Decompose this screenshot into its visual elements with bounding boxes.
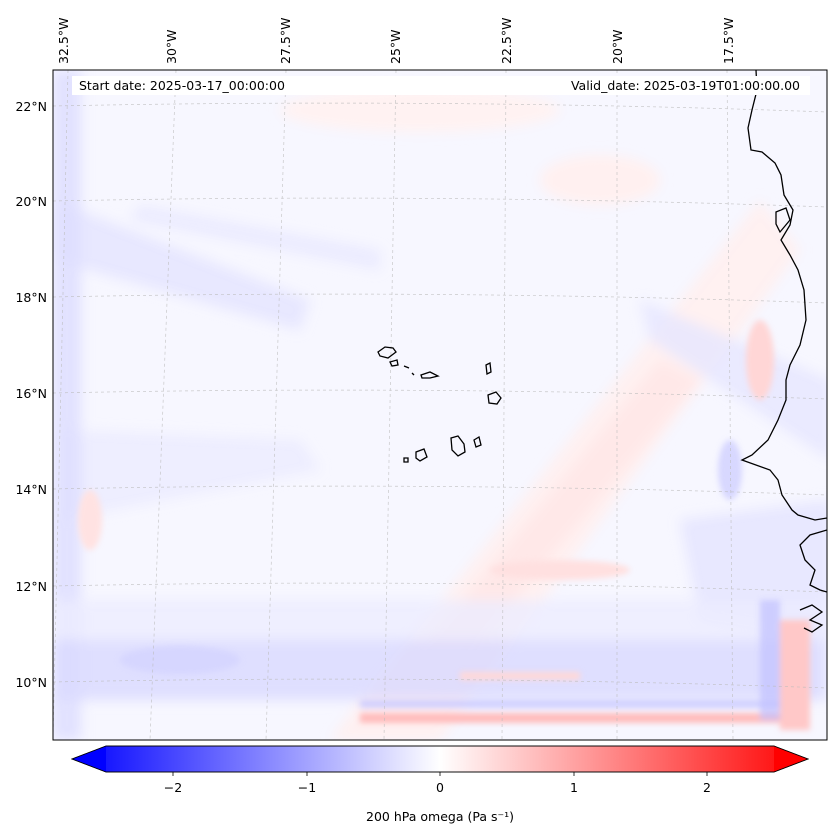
lat-label: 12°N (15, 579, 47, 594)
lat-label: 16°N (15, 386, 47, 401)
coast-segment-south (799, 529, 827, 593)
omega-field-detail (78, 320, 810, 730)
colorbar-bar (70, 745, 810, 773)
colorbar-tick-label: −2 (164, 780, 182, 795)
lon-label: 20°W (610, 29, 625, 64)
lat-label: 18°N (15, 290, 47, 305)
lon-label: 25°W (388, 29, 403, 64)
lon-label: 22.5°W (499, 18, 514, 64)
lat-label: 14°N (15, 482, 47, 497)
colorbar-max-extend (774, 746, 808, 772)
lon-label: 17.5°W (721, 18, 736, 64)
date-header-band (72, 76, 810, 95)
colorbar-tick-label: 0 (436, 780, 444, 795)
lat-label: 20°N (15, 194, 47, 209)
colorbar-tick-label: 1 (570, 780, 578, 795)
colorbar: −2 −1 0 1 2 200 hPa omega (Pa s⁻¹) (70, 745, 810, 824)
cape-verde-islands (377, 346, 502, 463)
colorbar-tick-label: −1 (298, 780, 316, 795)
lon-label: 32.5°W (56, 18, 71, 64)
map-area (53, 70, 827, 740)
africa-coastline (740, 70, 827, 521)
longitude-labels: 32.5°W 30°W 27.5°W 25°W 22.5°W 20°W 17.5… (56, 18, 736, 64)
lon-label: 30°W (164, 29, 179, 64)
colorbar-label: 200 hPa omega (Pa s⁻¹) (366, 809, 514, 824)
colorbar-min-extend (72, 746, 106, 772)
lat-label: 10°N (15, 675, 47, 690)
map-frame (52, 69, 828, 741)
gridlines (53, 70, 827, 740)
coastline (377, 70, 827, 633)
lat-label: 22°N (15, 99, 47, 114)
start-date-label: Start date: 2025-03-17_00:00:00 (79, 78, 285, 93)
lon-label: 27.5°W (278, 18, 293, 64)
valid-date-label: Valid_date: 2025-03-19T01:00:00.00 (571, 78, 800, 93)
latitude-labels: 22°N 20°N 18°N 16°N 14°N 12°N 10°N (15, 99, 47, 690)
colorbar-tick-label: 2 (703, 780, 711, 795)
